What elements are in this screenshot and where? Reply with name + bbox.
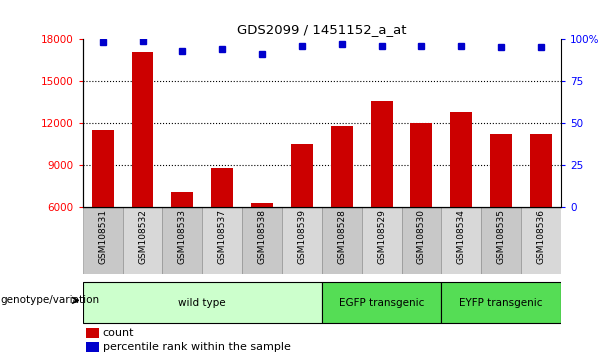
Text: GSM108532: GSM108532: [138, 209, 147, 264]
Bar: [86, 328, 99, 338]
Bar: [282, 207, 322, 274]
Bar: [451, 112, 472, 291]
Bar: [92, 130, 113, 291]
Bar: [481, 207, 521, 274]
Bar: [331, 126, 352, 291]
Bar: [521, 207, 561, 274]
Bar: [441, 207, 481, 274]
Text: GSM108537: GSM108537: [218, 209, 227, 264]
Bar: [322, 282, 441, 324]
Text: GSM108529: GSM108529: [377, 209, 386, 264]
Bar: [132, 52, 153, 291]
Text: GSM108534: GSM108534: [457, 209, 466, 264]
Bar: [123, 207, 162, 274]
Text: GSM108536: GSM108536: [536, 209, 546, 264]
Text: EYFP transgenic: EYFP transgenic: [459, 298, 543, 308]
Bar: [490, 134, 512, 291]
Bar: [211, 168, 233, 291]
Bar: [411, 123, 432, 291]
Bar: [83, 282, 322, 324]
Bar: [202, 207, 242, 274]
Text: GSM108530: GSM108530: [417, 209, 426, 264]
Text: GSM108533: GSM108533: [178, 209, 187, 264]
Bar: [172, 192, 193, 291]
Bar: [83, 207, 123, 274]
Text: GSM108535: GSM108535: [497, 209, 506, 264]
Bar: [251, 203, 273, 291]
Text: GSM108539: GSM108539: [297, 209, 306, 264]
Bar: [322, 207, 362, 274]
Text: wild type: wild type: [178, 298, 226, 308]
Text: EGFP transgenic: EGFP transgenic: [339, 298, 424, 308]
Bar: [362, 207, 402, 274]
Text: GSM108528: GSM108528: [337, 209, 346, 264]
Text: genotype/variation: genotype/variation: [0, 295, 99, 306]
Text: percentile rank within the sample: percentile rank within the sample: [103, 342, 291, 352]
Title: GDS2099 / 1451152_a_at: GDS2099 / 1451152_a_at: [237, 23, 406, 36]
Bar: [371, 101, 392, 291]
Bar: [530, 134, 552, 291]
Bar: [242, 207, 282, 274]
Bar: [162, 207, 202, 274]
Bar: [402, 207, 441, 274]
Text: count: count: [103, 328, 134, 338]
Text: GSM108538: GSM108538: [257, 209, 267, 264]
Bar: [86, 342, 99, 352]
Text: GSM108531: GSM108531: [98, 209, 107, 264]
Bar: [291, 144, 313, 291]
Bar: [441, 282, 561, 324]
